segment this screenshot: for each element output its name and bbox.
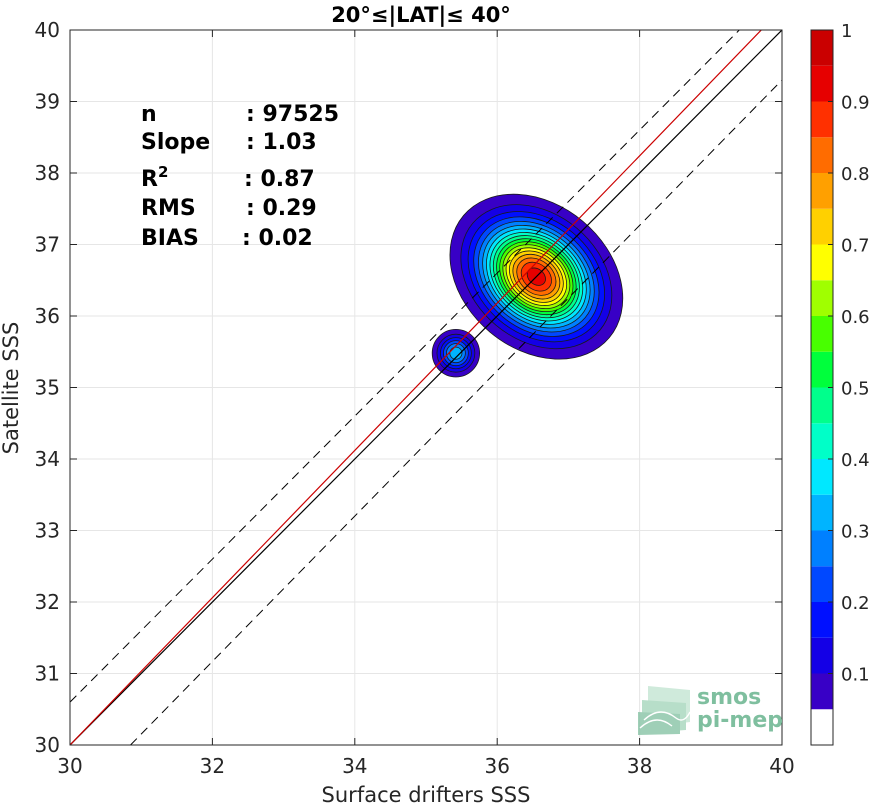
x-axis-label: Surface drifters SSS: [322, 783, 531, 807]
y-tick-label: 40: [35, 18, 60, 42]
y-tick-label: 37: [35, 233, 60, 257]
y-tick-label: 34: [35, 447, 60, 471]
colorbar-tick-label: 0.3: [841, 522, 870, 543]
colorbar-segment: [811, 709, 833, 745]
y-tick-label: 36: [35, 304, 60, 328]
colorbar-segment: [811, 173, 833, 209]
colorbar-segment: [811, 244, 833, 281]
colorbar-tick-label: 0.4: [841, 450, 870, 471]
colorbar-segment: [811, 351, 833, 388]
colorbar-segment: [811, 673, 833, 710]
colorbar-segment: [811, 387, 833, 424]
colorbar-segment: [811, 65, 833, 102]
y-tick-label: 33: [35, 519, 60, 543]
x-tick-label: 34: [342, 754, 367, 778]
y-tick-label: 32: [35, 590, 60, 614]
logo-line1: smos: [697, 685, 761, 710]
colorbar-segment: [811, 494, 833, 531]
colorbar-segment: [811, 566, 833, 602]
colorbar-tick-label: 0.5: [841, 379, 870, 400]
reference-line-regression: [70, 30, 763, 745]
y-tick-label: 38: [35, 161, 60, 185]
x-tick-label: 38: [627, 754, 652, 778]
colorbar-segment: [811, 637, 833, 674]
logo-mark-icon: [638, 686, 691, 735]
colorbar-segment: [811, 280, 833, 316]
reference-line-upper-bound: [70, 30, 740, 703]
chart-title: 20°≤|LAT|≤ 40°: [331, 3, 511, 28]
colorbar-segment: [811, 208, 833, 245]
colorbar-tick-label: 0.6: [841, 307, 870, 328]
colorbar: 0.1 0.2 0.3 0.4 0.5 0.6 0.7 0.8 0.9 1: [810, 21, 870, 746]
reference-line-one-to-one: [70, 30, 782, 745]
stat-label: BIAS: [141, 226, 199, 251]
grid-lines: [70, 30, 782, 745]
colorbar-segment: [811, 30, 833, 66]
colorbar-tick-label: 0.1: [841, 665, 870, 686]
colorbar-segment: [811, 423, 833, 459]
colorbar-tick-label: 0.9: [841, 93, 870, 114]
reference-line-lower-bound: [130, 79, 782, 745]
density-contours: [431, 193, 624, 378]
colorbar-tick-label: 0.8: [841, 164, 870, 185]
stat-label: RMS: [141, 196, 196, 221]
x-tick-label: 36: [484, 754, 509, 778]
logo-line2: pi-mep: [697, 708, 783, 733]
y-axis-ticks: 30 31 32 33 34 35 36 37 38 39 40: [35, 18, 782, 757]
contour-level: [449, 346, 463, 360]
x-tick-label: 32: [200, 754, 225, 778]
colorbar-segment: [811, 316, 833, 352]
y-tick-label: 31: [35, 662, 60, 686]
y-tick-label: 30: [35, 733, 60, 757]
colorbar-segment: [811, 137, 833, 173]
colorbar-tick-label: 0.2: [841, 593, 870, 614]
stat-value: : 1.03: [246, 130, 317, 155]
stat-label-superscript: 2: [158, 163, 168, 181]
stat-value: : 0.02: [242, 226, 313, 251]
y-tick-label: 39: [35, 90, 60, 114]
colorbar-tick-label: 0.7: [841, 236, 870, 257]
y-tick-label: 35: [35, 376, 60, 400]
colorbar-segment: [811, 530, 833, 567]
stat-value: : 97525: [246, 102, 339, 127]
smos-pi-mep-logo: smos pi-mep: [638, 685, 783, 735]
y-axis-label: Satellite SSS: [0, 322, 23, 455]
colorbar-tick-label: 1: [841, 21, 852, 42]
stat-label: n: [141, 102, 157, 127]
stat-value: : 0.87: [244, 167, 315, 192]
colorbar-segment: [811, 101, 833, 138]
x-tick-label: 40: [769, 754, 794, 778]
x-tick-label: 30: [57, 754, 82, 778]
colorbar-segment: [811, 459, 833, 495]
colorbar-segment: [811, 602, 833, 638]
x-axis-ticks: 30 32 34 36 38 40: [57, 30, 795, 778]
stat-label: Slope: [141, 130, 210, 155]
reference-lines: [70, 30, 782, 745]
stat-value: : 0.29: [246, 196, 317, 221]
